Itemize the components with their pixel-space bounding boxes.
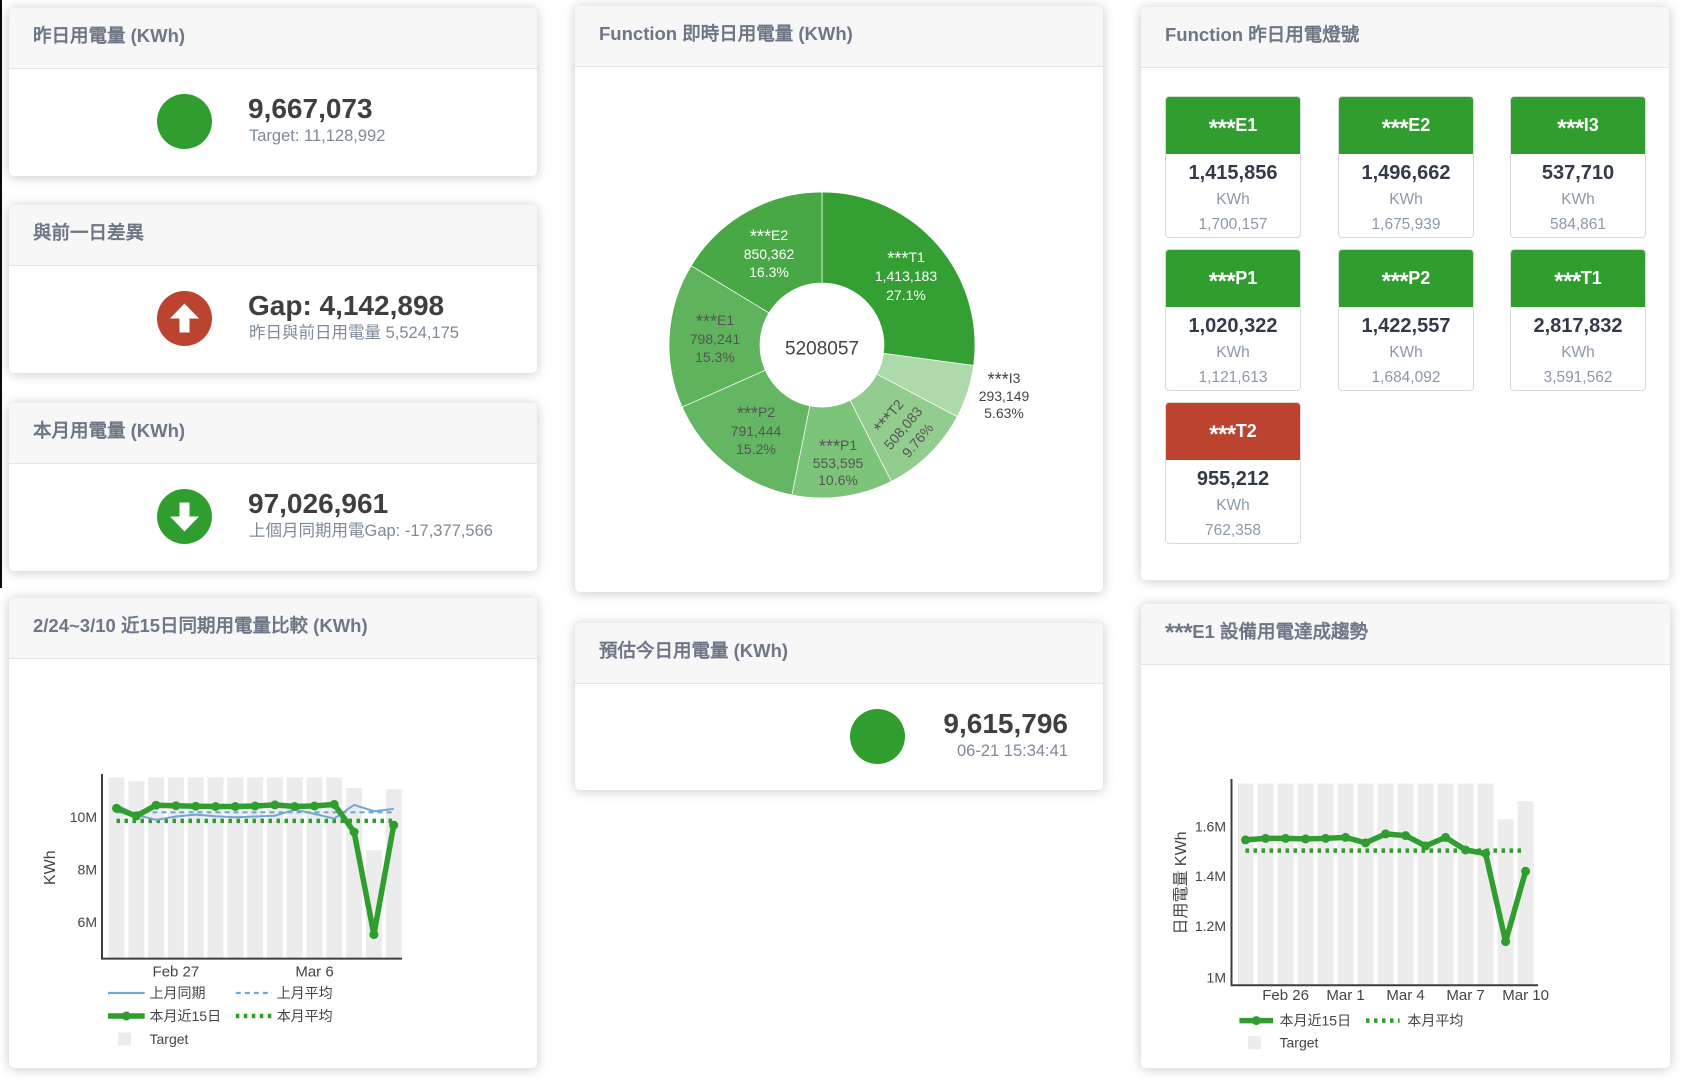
svg-text:Mar 4: Mar 4	[1386, 987, 1424, 1004]
svg-text:***E1: ***E1	[696, 312, 735, 332]
svg-text:***P1: ***P1	[819, 437, 858, 457]
svg-text:Mar 1: Mar 1	[1326, 987, 1364, 1004]
svg-text:Mar 10: Mar 10	[1502, 987, 1549, 1004]
svg-text:15.2%: 15.2%	[736, 441, 776, 457]
svg-text:***T1: ***T1	[887, 249, 925, 269]
svg-text:1M: 1M	[1207, 969, 1226, 985]
svg-text:上月平均: 上月平均	[277, 985, 333, 1001]
svg-text:***I3: ***I3	[988, 370, 1021, 390]
svg-text:16.3%: 16.3%	[749, 264, 789, 280]
svg-text:1.4M: 1.4M	[1195, 868, 1226, 884]
svg-text:日用電量 KWh: 日用電量 KWh	[1173, 831, 1190, 934]
svg-text:10M: 10M	[70, 809, 97, 825]
svg-text:293,149: 293,149	[979, 388, 1030, 404]
svg-text:本月平均: 本月平均	[277, 1008, 333, 1024]
svg-text:10.6%: 10.6%	[818, 472, 858, 488]
svg-text:本月近15日: 本月近15日	[150, 1008, 222, 1024]
svg-text:1.2M: 1.2M	[1195, 918, 1226, 934]
svg-text:5.63%: 5.63%	[984, 405, 1024, 421]
svg-text:1.6M: 1.6M	[1195, 818, 1226, 834]
svg-text:27.1%: 27.1%	[886, 287, 926, 303]
svg-text:6M: 6M	[78, 914, 97, 930]
svg-text:本月近15日: 本月近15日	[1280, 1013, 1352, 1029]
svg-text:Feb 27: Feb 27	[153, 963, 200, 980]
svg-text:KWh: KWh	[42, 850, 59, 885]
svg-text:553,595: 553,595	[813, 455, 864, 471]
svg-text:791,444: 791,444	[731, 423, 782, 439]
svg-text:Target: Target	[1280, 1035, 1319, 1051]
svg-text:850,362: 850,362	[744, 246, 795, 262]
svg-text:798,241: 798,241	[690, 331, 741, 347]
svg-text:Feb 26: Feb 26	[1262, 987, 1309, 1004]
svg-text:5208057: 5208057	[785, 339, 859, 360]
svg-text:本月平均: 本月平均	[1407, 1013, 1463, 1029]
svg-text:***E2: ***E2	[750, 227, 789, 247]
svg-text:15.3%: 15.3%	[695, 349, 735, 365]
svg-text:1,413,183: 1,413,183	[875, 268, 937, 284]
svg-text:Target: Target	[150, 1031, 189, 1047]
svg-text:上月同期: 上月同期	[150, 985, 206, 1001]
svg-text:Mar 7: Mar 7	[1446, 987, 1484, 1004]
svg-text:8M: 8M	[78, 862, 97, 878]
svg-text:Mar 6: Mar 6	[295, 963, 333, 980]
svg-text:***P2: ***P2	[737, 404, 776, 424]
